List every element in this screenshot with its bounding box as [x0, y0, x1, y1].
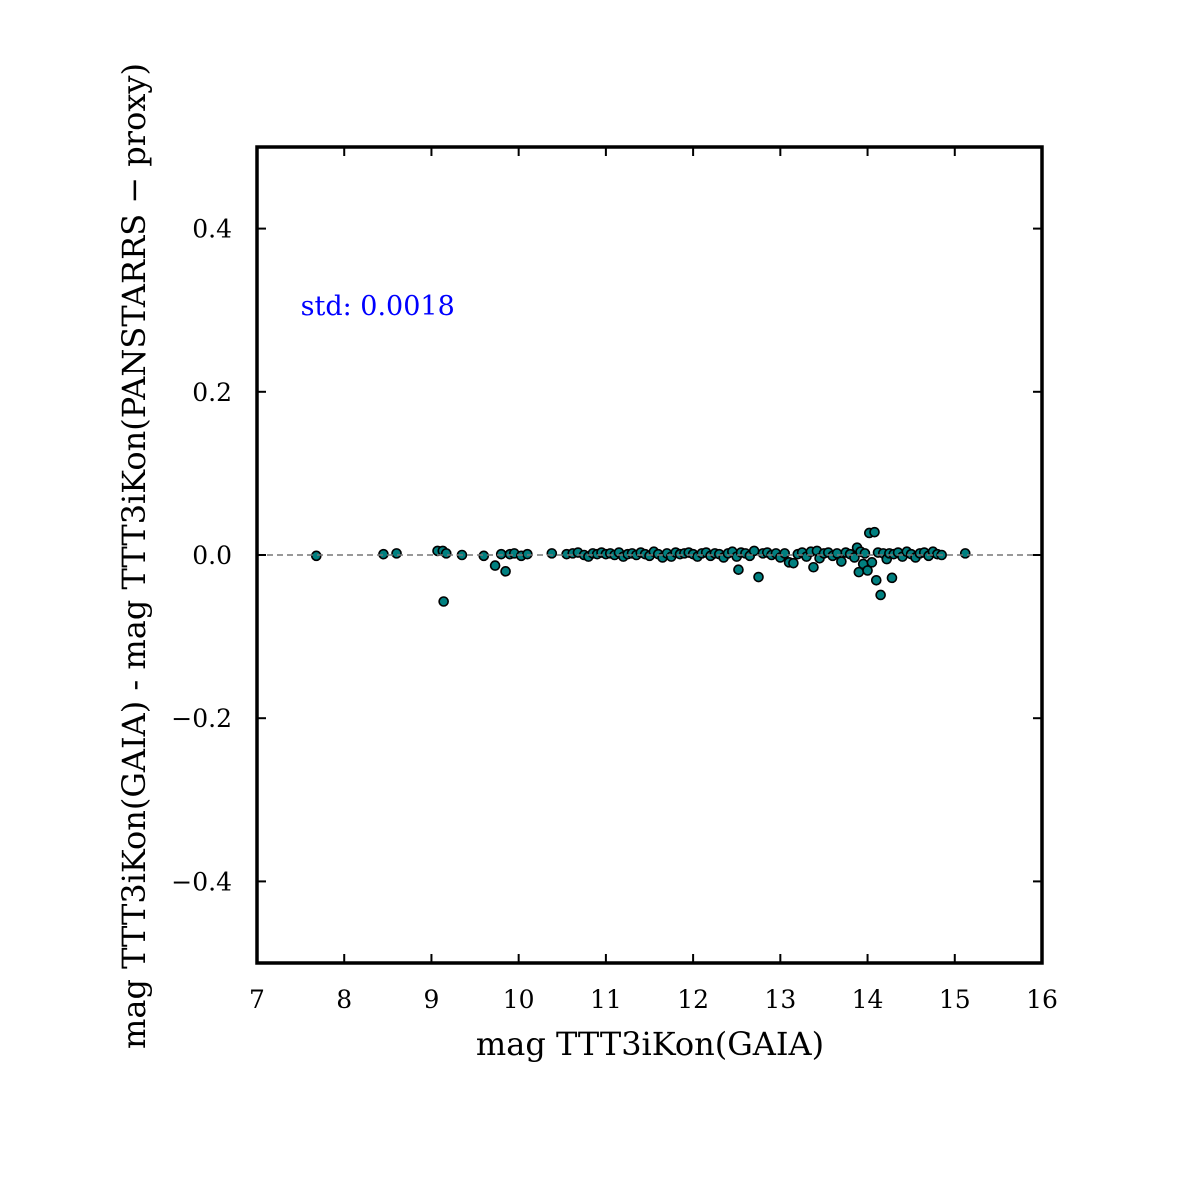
data-point	[862, 565, 873, 576]
data-point	[869, 526, 880, 538]
data-point	[875, 589, 886, 601]
data-point	[500, 566, 511, 577]
data-point	[753, 571, 764, 583]
data-point	[546, 548, 558, 559]
data-point	[438, 596, 449, 607]
y-tick-label: 0.0	[192, 541, 232, 570]
data-point	[478, 550, 490, 562]
data-point	[495, 548, 507, 560]
x-axis-title: mag TTT3iKon(GAIA)	[476, 1025, 824, 1063]
data-point	[836, 556, 847, 567]
data-point	[808, 561, 819, 573]
x-tick-label: 8	[336, 985, 352, 1014]
data-point	[489, 560, 501, 571]
data-point	[859, 548, 871, 559]
data-point	[378, 548, 389, 560]
data-point	[733, 564, 744, 575]
x-tick-label: 11	[590, 985, 622, 1014]
data-point	[311, 550, 322, 562]
y-tick-label: −0.4	[171, 867, 232, 896]
data-point	[391, 548, 402, 559]
data-point	[870, 574, 882, 586]
y-tick-label: 0.4	[192, 215, 232, 244]
data-point	[959, 548, 971, 559]
data-point	[748, 545, 760, 557]
x-tick-label: 10	[503, 985, 535, 1014]
y-axis-title: mag TTT3iKon(GAIA) - mag TTT3iKon(PANSTA…	[115, 63, 153, 1049]
x-tick-label: 14	[852, 985, 884, 1014]
x-tick-label: 9	[423, 985, 439, 1014]
data-point	[866, 557, 878, 568]
std-annotation: std: 0.0018	[301, 291, 455, 322]
data-point	[440, 548, 452, 559]
axis-ticks: 7 8 9 10 11 12 13 14 15 16 0.4 0.2 0.0 −0.2 −0.4	[171, 147, 1058, 1014]
data-points	[311, 526, 971, 607]
x-tick-label: 16	[1026, 985, 1058, 1014]
y-tick-label: 0.2	[192, 378, 232, 407]
data-point	[522, 548, 533, 560]
data-point	[779, 548, 790, 559]
data-point	[788, 557, 799, 569]
x-tick-label: 13	[764, 985, 796, 1014]
y-tick-label: −0.2	[171, 704, 232, 733]
data-point	[886, 572, 898, 584]
x-tick-label: 12	[677, 985, 709, 1014]
x-tick-label: 15	[939, 985, 971, 1014]
x-tick-label: 7	[249, 985, 265, 1014]
